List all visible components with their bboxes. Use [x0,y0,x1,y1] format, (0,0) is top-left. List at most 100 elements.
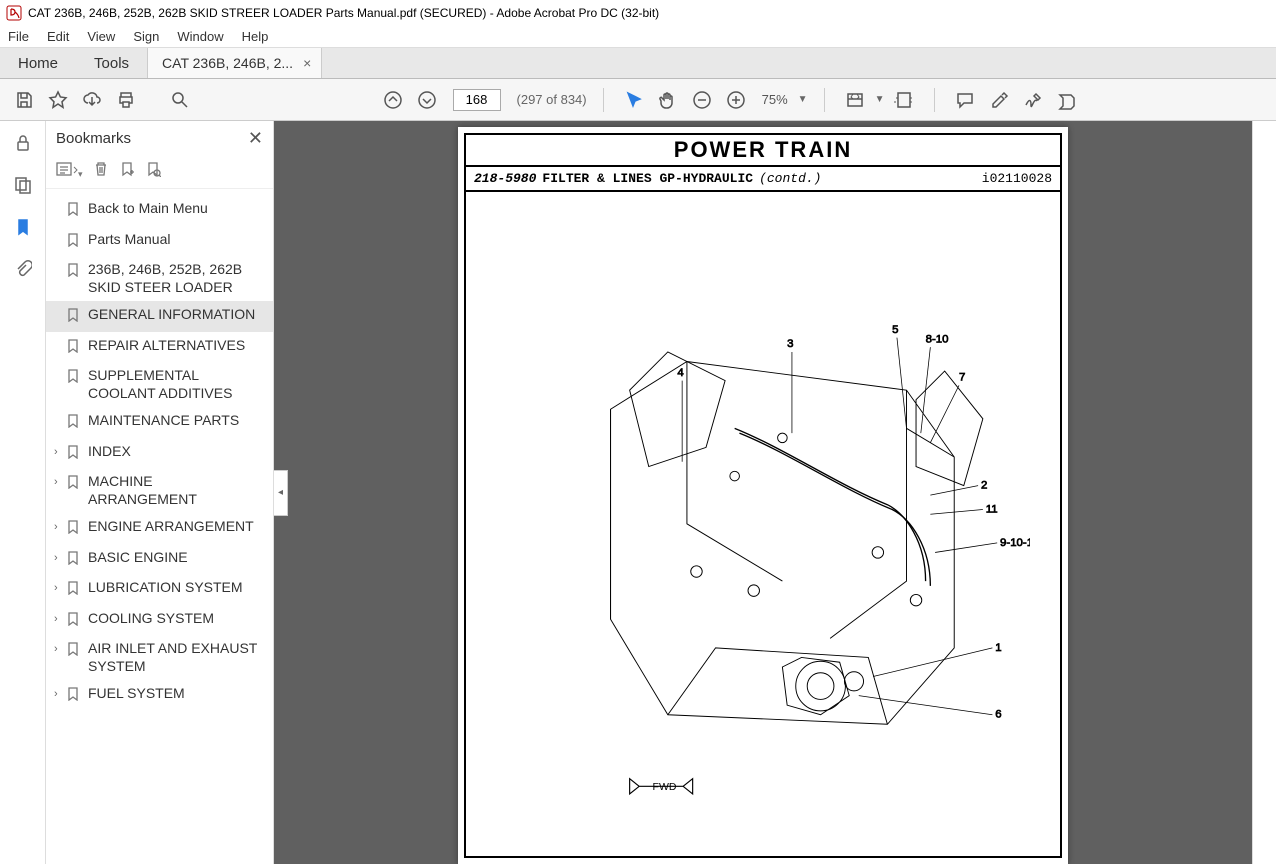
cloud-share-icon[interactable] [78,86,106,114]
separator [603,88,604,112]
bookmarks-new-icon[interactable] [119,161,135,182]
menu-sign[interactable]: Sign [133,29,159,44]
tab-tools[interactable]: Tools [76,48,147,78]
bookmark-item[interactable]: Back to Main Menu [46,195,273,226]
callout-1: 1 [995,642,1001,654]
callout-7: 7 [959,372,965,384]
fit-dropdown-icon[interactable]: ▼ [875,94,885,105]
fit-page-icon[interactable] [890,86,918,114]
bookmark-label: BASIC ENGINE [88,549,267,567]
attachments-icon[interactable] [11,257,35,281]
sign-icon[interactable] [1019,86,1047,114]
page-down-icon[interactable] [413,86,441,114]
bookmark-label: SUPPLEMENTAL COOLANT ADDITIVES [88,367,267,402]
bookmark-ribbon-icon [66,414,82,433]
bookmark-item[interactable]: Parts Manual [46,226,273,257]
bookmark-item[interactable]: 236B, 246B, 252B, 262B SKID STEER LOADER [46,256,273,301]
selection-tool-icon[interactable] [620,86,648,114]
doc-diagram: 4 3 5 8-10 7 2 11 9-10-12 1 6 [466,192,1060,856]
expand-arrow-icon[interactable]: › [54,688,66,702]
bookmark-item[interactable]: › COOLING SYSTEM [46,605,273,636]
bookmark-item[interactable]: REPAIR ALTERNATIVES [46,332,273,363]
bookmark-item[interactable]: ›ENGINE ARRANGEMENT [46,513,273,544]
bookmark-label: LUBRICATION SYSTEM [88,579,267,597]
expand-arrow-icon[interactable]: › [54,476,66,490]
bookmark-item[interactable]: › LUBRICATION SYSTEM [46,574,273,605]
bookmark-item[interactable]: › BASIC ENGINE [46,544,273,575]
bookmark-item[interactable]: › AIR INLET AND EXHAUST SYSTEM [46,635,273,680]
doc-contd: (contd.) [759,171,821,186]
expand-arrow-icon[interactable]: › [54,613,66,627]
menu-window[interactable]: Window [177,29,223,44]
bookmark-item[interactable]: ›MACHINE ARRANGEMENT [46,468,273,513]
bookmarks-list[interactable]: Back to Main MenuParts Manual236B, 246B,… [46,189,273,864]
page-up-icon[interactable] [379,86,407,114]
expand-arrow-icon[interactable]: › [54,643,66,657]
bookmark-label: GENERAL INFORMATION [88,306,267,324]
right-rail[interactable] [1252,121,1276,864]
collapse-panel-handle[interactable]: ◂ [274,470,288,516]
bookmarks-icon[interactable] [11,215,35,239]
fit-width-icon[interactable] [841,86,869,114]
expand-arrow-icon[interactable]: › [54,552,66,566]
bookmark-label: INDEX [88,443,267,461]
menu-edit[interactable]: Edit [47,29,69,44]
bookmark-ribbon-icon [66,233,82,252]
bookmark-ribbon-icon [66,551,82,570]
zoom-dropdown-icon[interactable]: ▼ [798,94,808,105]
bookmarks-title: Bookmarks [56,130,131,147]
hand-tool-icon[interactable] [654,86,682,114]
window-titlebar: CAT 236B, 246B, 252B, 262B SKID STREER L… [0,0,1276,26]
menu-help[interactable]: Help [242,29,269,44]
bookmark-item[interactable]: › INDEX [46,438,273,469]
tab-close-icon[interactable]: × [303,55,311,71]
tabstrip: Home Tools CAT 236B, 246B, 2... × [0,48,1276,79]
workarea: Bookmarks ✕ ▾ Back to Main MenuParts Man… [0,121,1276,864]
bookmark-item[interactable]: SUPPLEMENTAL COOLANT ADDITIVES [46,362,273,407]
bookmark-ribbon-icon [66,642,82,661]
highlight-icon[interactable] [985,86,1013,114]
lock-icon[interactable] [11,131,35,155]
bookmark-label: MAINTENANCE PARTS [88,412,267,430]
expand-arrow-icon[interactable]: › [54,446,66,460]
zoom-in-icon[interactable] [722,86,750,114]
star-icon[interactable] [44,86,72,114]
menu-view[interactable]: View [87,29,115,44]
bookmark-ribbon-icon [66,581,82,600]
bookmark-label: FUEL SYSTEM [88,685,267,703]
bookmark-item[interactable]: GENERAL INFORMATION [46,301,273,332]
menu-file[interactable]: File [8,29,29,44]
bookmarks-options-icon[interactable]: ▾ [56,161,83,182]
tab-document[interactable]: CAT 236B, 246B, 2... × [147,48,322,78]
bookmark-ribbon-icon [66,445,82,464]
bookmarks-find-icon[interactable] [145,161,161,182]
pdf-app-icon [6,5,22,21]
page-total-label: (297 of 834) [517,92,587,107]
page-area[interactable]: ◂ POWER TRAIN 218-5980 FILTER & LINES GP… [274,121,1252,864]
expand-arrow-icon[interactable]: › [54,521,66,535]
bookmark-ribbon-icon [66,263,82,282]
callout-3: 3 [787,338,793,350]
zoom-level[interactable]: 75% [762,92,788,107]
bookmark-ribbon-icon [66,202,82,221]
bookmarks-close-icon[interactable]: ✕ [248,128,263,149]
bookmark-ribbon-icon [66,612,82,631]
bookmark-item[interactable]: MAINTENANCE PARTS [46,407,273,438]
comment-icon[interactable] [951,86,979,114]
print-icon[interactable] [112,86,140,114]
page-number-input[interactable] [453,89,501,111]
doc-part-name: FILTER & LINES GP-HYDRAULIC [542,171,753,186]
doc-id: i02110028 [982,171,1052,186]
bookmark-item[interactable]: › FUEL SYSTEM [46,680,273,711]
save-icon[interactable] [10,86,38,114]
search-icon[interactable] [166,86,194,114]
bookmark-label: AIR INLET AND EXHAUST SYSTEM [88,640,267,675]
stamp-icon[interactable] [1053,86,1081,114]
bookmark-label: COOLING SYSTEM [88,610,267,628]
tab-home[interactable]: Home [0,48,76,78]
bookmarks-delete-icon[interactable] [93,161,109,182]
callout-5: 5 [892,324,898,336]
expand-arrow-icon[interactable]: › [54,582,66,596]
zoom-out-icon[interactable] [688,86,716,114]
thumbnails-icon[interactable] [11,173,35,197]
